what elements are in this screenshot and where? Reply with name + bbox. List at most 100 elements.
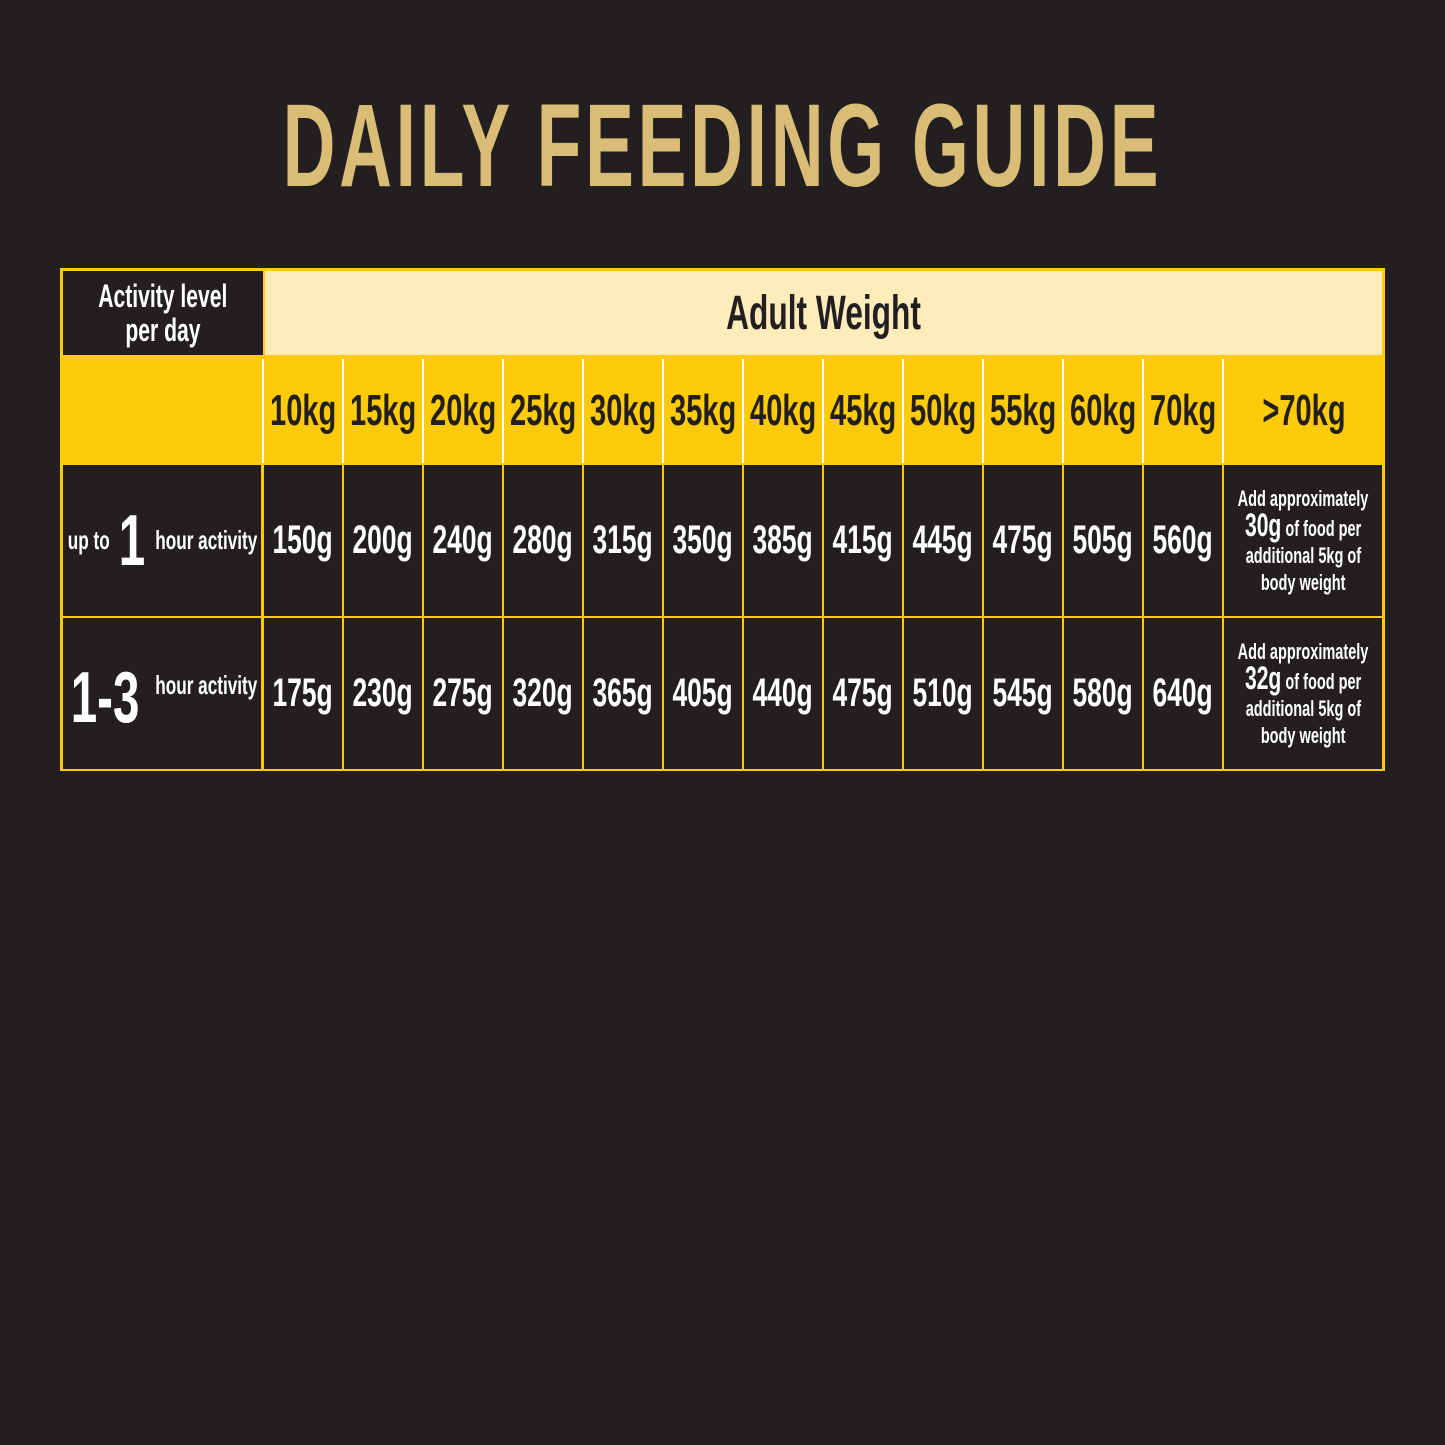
table-cell: 505g [1064, 465, 1142, 616]
weight-header: 45kg [823, 359, 903, 463]
table-cell: 445g [904, 465, 982, 616]
table-cell: 545g [984, 618, 1062, 769]
text: DAILY FEEDING GUIDE [282, 80, 1163, 212]
table-cell: 230g [344, 618, 422, 769]
text: 30g [1244, 507, 1282, 543]
column-divider [902, 359, 904, 463]
page-title: DAILY FEEDING GUIDE [0, 78, 1445, 214]
text: 385g [752, 518, 814, 562]
text: 175g [272, 671, 334, 715]
text: 580g [1072, 671, 1134, 715]
text: hour activity [154, 525, 257, 555]
column-divider [982, 359, 984, 463]
text: Add approximately [1237, 486, 1369, 511]
text: 350g [672, 518, 734, 562]
text: additional 5kg of [1245, 543, 1361, 568]
weight-label: 25kg [509, 386, 577, 435]
weight-header: 70kg [1143, 359, 1223, 463]
table-cell: 315g [584, 465, 662, 616]
text: Adult Weight [726, 286, 921, 340]
weight-header: 60kg [1063, 359, 1143, 463]
weight-header: 35kg [663, 359, 743, 463]
weight-label: 40kg [749, 386, 817, 435]
text: hour activity [155, 670, 258, 700]
table-cell: 365g [584, 618, 662, 769]
weight-header: 50kg [903, 359, 983, 463]
table-cell: 560g [1144, 465, 1222, 616]
table-cell: 275g [424, 618, 502, 769]
column-divider [1142, 359, 1144, 463]
weight-label: 10kg [269, 386, 337, 435]
extra-weight-note: Add approximately 30g of food per addition… [1224, 465, 1382, 616]
text: 1 [119, 500, 146, 581]
column-divider [742, 359, 744, 463]
text: body weight [1260, 570, 1346, 595]
weight-label: 50kg [909, 386, 977, 435]
adult-weight-header: Adult Weight [265, 271, 1382, 355]
row-label: 1-3 hour activity [63, 618, 261, 769]
text: of food per [1285, 516, 1362, 541]
table-cell: 510g [904, 618, 982, 769]
weight-header: >70kg [1223, 359, 1385, 463]
text: 365g [592, 671, 654, 715]
text: 275g [432, 671, 494, 715]
table-cell: 280g [504, 465, 582, 616]
text: 440g [752, 671, 814, 715]
table-cell: 175g [264, 618, 342, 769]
table-cell: 440g [744, 618, 822, 769]
weight-label: 60kg [1069, 386, 1137, 435]
text: 405g [672, 671, 734, 715]
table-cell: 350g [664, 465, 742, 616]
text: 560g [1152, 518, 1214, 562]
table-cell: 415g [824, 465, 902, 616]
column-divider [502, 359, 504, 463]
table-cell: 405g [664, 618, 742, 769]
corner-header: Activity level per day [63, 271, 263, 355]
text: 150g [272, 518, 334, 562]
feeding-table: Activity level per day Adult Weight 10kg… [60, 268, 1385, 771]
text: 415g [832, 518, 894, 562]
row-label: up to 1 hour activity [63, 465, 261, 616]
extra-weight-note: Add approximately 32g of food per addition… [1224, 618, 1382, 769]
table-cell: 200g [344, 465, 422, 616]
table-cell: 580g [1064, 618, 1142, 769]
weight-label: 30kg [589, 386, 657, 435]
table-cell: 385g [744, 465, 822, 616]
table-cell: 475g [824, 618, 902, 769]
weight-header: 15kg [343, 359, 423, 463]
weight-header: 55kg [983, 359, 1063, 463]
text: 240g [432, 518, 494, 562]
table-cell: 320g [504, 618, 582, 769]
table-cell: 150g [264, 465, 342, 616]
weight-header: 20kg [423, 359, 503, 463]
column-divider [822, 359, 824, 463]
corner-label-line2: per day [125, 312, 201, 348]
text: 545g [992, 671, 1054, 715]
column-divider [1222, 359, 1224, 463]
text: up to [67, 525, 110, 555]
text: 475g [992, 518, 1054, 562]
weight-header: 10kg [263, 359, 343, 463]
text: 1-3 [70, 657, 140, 738]
text: 320g [512, 671, 574, 715]
text: body weight [1260, 723, 1346, 748]
text: Add approximately [1237, 639, 1369, 664]
weight-label: >70kg [1262, 386, 1346, 435]
text: 640g [1152, 671, 1214, 715]
text: 510g [912, 671, 974, 715]
text: 475g [832, 671, 894, 715]
weight-label: 45kg [829, 386, 897, 435]
text: additional 5kg of [1245, 696, 1361, 721]
text: of food per [1285, 669, 1362, 694]
weight-header: 25kg [503, 359, 583, 463]
table-cell: 475g [984, 465, 1062, 616]
text: 315g [592, 518, 654, 562]
weight-header: 40kg [743, 359, 823, 463]
weight-label: 55kg [989, 386, 1057, 435]
text: 445g [912, 518, 974, 562]
weight-label: 15kg [349, 386, 417, 435]
column-divider [422, 359, 424, 463]
column-divider [582, 359, 584, 463]
weight-header: 30kg [583, 359, 663, 463]
text: 280g [512, 518, 574, 562]
